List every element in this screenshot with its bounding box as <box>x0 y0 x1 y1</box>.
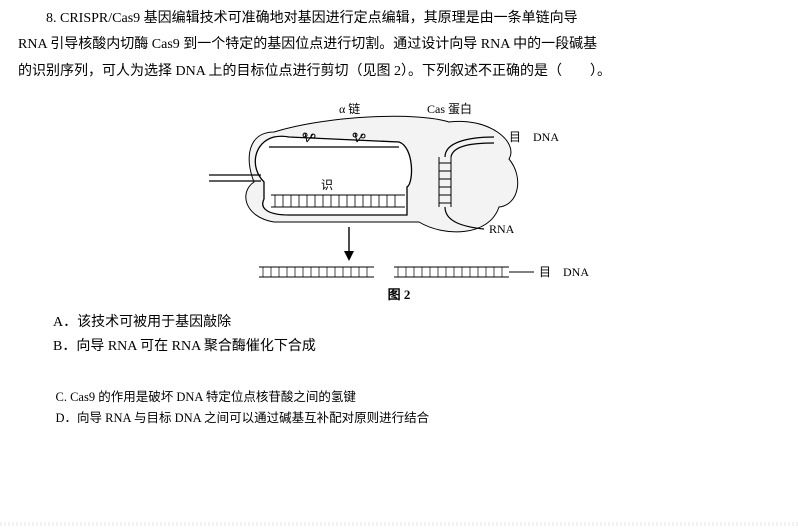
stem-line3-wrap: 的识别序列，可人为选择 DNA 上的目标位点进行剪切（见图 2）。下列叙述不正确… <box>18 61 780 83</box>
label-recognition: 识 <box>321 178 333 192</box>
figure: α 链 Cas 蛋白 目 DNA 识 RNA 目 DNA 图 2 <box>189 87 609 306</box>
stem-line1: CRISPR/Cas9 基因编辑技术可准确地对基因进行定点编辑，其原理是由一条单… <box>60 11 578 26</box>
stem-line2-wrap: RNA 引导核酸内切酶 Cas9 到一个特定的基因位点进行切割。通过设计向导 R… <box>18 34 780 56</box>
label-rna: RNA <box>489 222 515 236</box>
figure-container: α 链 Cas 蛋白 目 DNA 识 RNA 目 DNA 图 2 <box>18 87 780 306</box>
figure-caption: 图 2 <box>189 285 609 306</box>
option-c: C. Cas9 的作用是破坏 DNA 特定位点核苷酸之间的氢键 <box>56 387 781 407</box>
label-alpha: α 链 <box>339 101 360 116</box>
stem-line3: 的识别序列，可人为选择 DNA 上的目标位点进行剪切（见图 2）。下列叙述不正确… <box>18 64 611 79</box>
option-a: A．该技术可被用于基因敲除 <box>53 312 780 334</box>
option-d: D．向导 RNA 与目标 DNA 之间可以通过碱基互补配对原则进行结合 <box>56 408 781 428</box>
options-group-bottom: C. Cas9 的作用是破坏 DNA 特定位点核苷酸之间的氢键 D．向导 RNA… <box>18 387 780 428</box>
page-bottom-decoration <box>0 522 798 526</box>
question-stem: 8. CRISPR/Cas9 基因编辑技术可准确地对基因进行定点编辑，其原理是由… <box>18 8 780 30</box>
label-target-dna-top: 目 DNA <box>509 130 559 144</box>
options-group-top: A．该技术可被用于基因敲除 B．向导 RNA 可在 RNA 聚合酶催化下合成 <box>18 312 780 359</box>
question-number: 8. <box>46 11 57 26</box>
label-target-dna-bottom: 目 DNA <box>539 265 589 279</box>
option-b: B．向导 RNA 可在 RNA 聚合酶催化下合成 <box>53 336 780 358</box>
label-cas: Cas 蛋白 <box>427 101 472 116</box>
stem-line2: RNA 引导核酸内切酶 Cas9 到一个特定的基因位点进行切割。通过设计向导 R… <box>18 37 597 52</box>
crispr-diagram: α 链 Cas 蛋白 目 DNA 识 RNA 目 DNA <box>189 87 609 287</box>
